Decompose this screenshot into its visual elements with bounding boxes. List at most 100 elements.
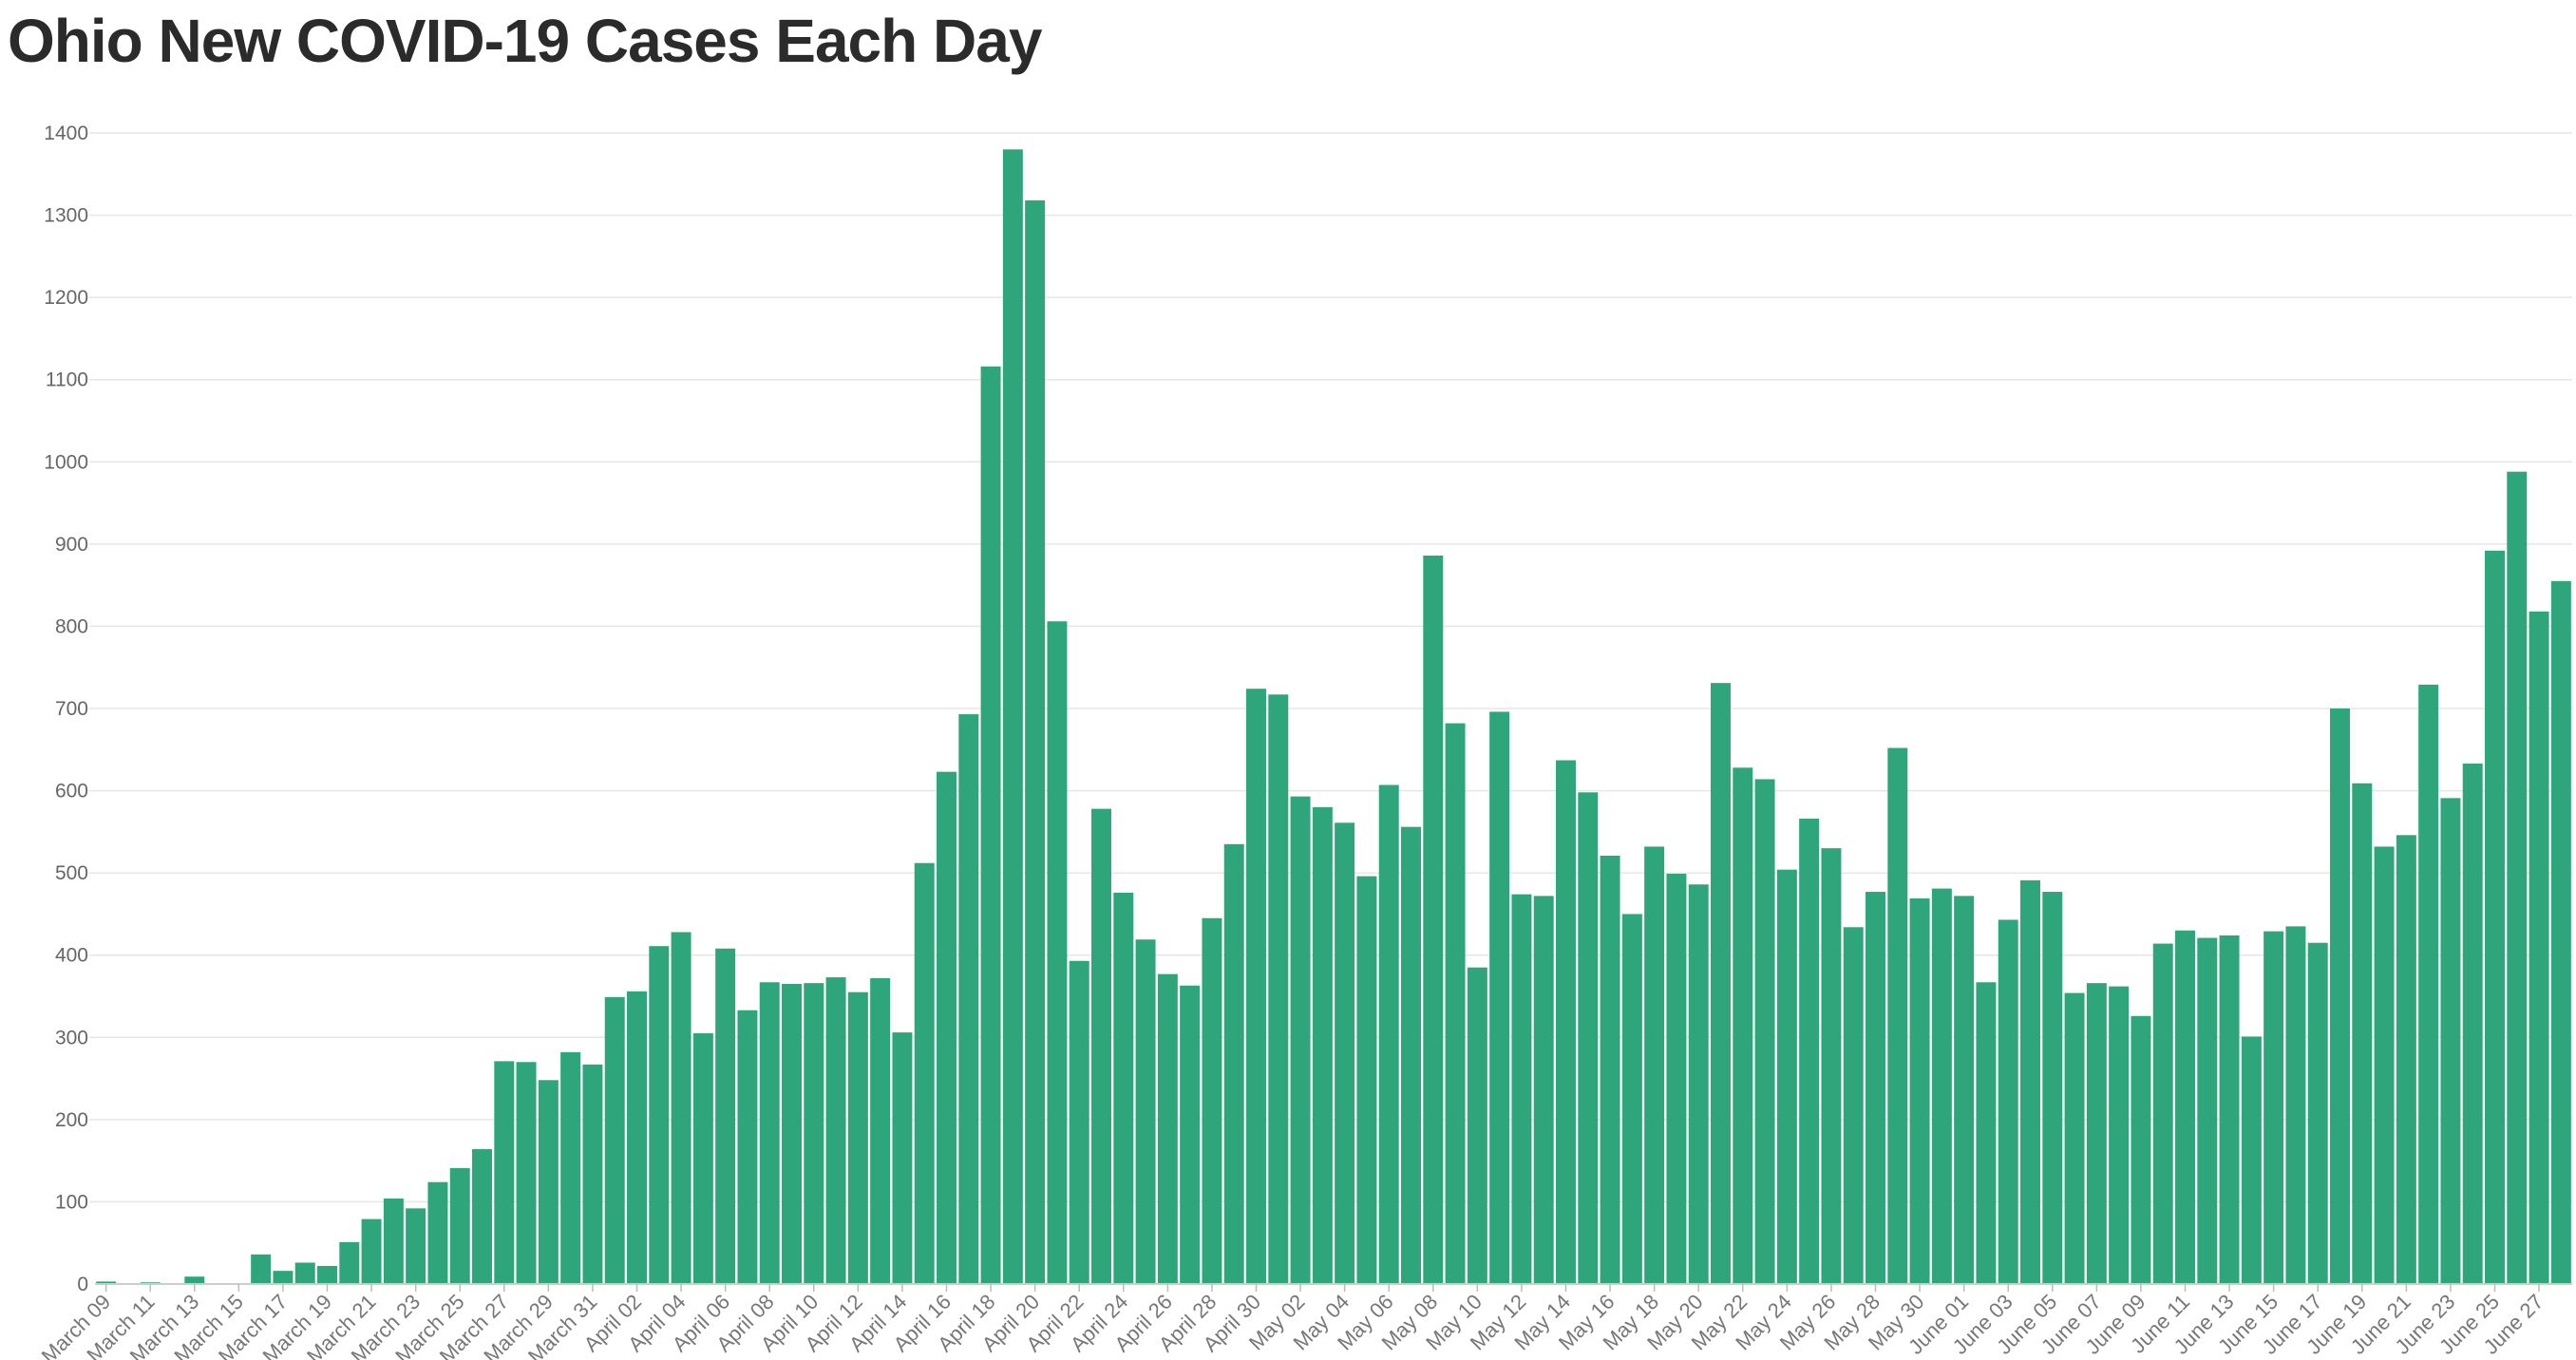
y-tick-label: 600: [55, 781, 88, 803]
bar: [870, 977, 891, 1284]
bar: [1666, 874, 1687, 1284]
bar: [759, 982, 780, 1284]
bar: [2330, 708, 2350, 1284]
bar: [1002, 149, 1023, 1284]
bars: [96, 149, 2571, 1285]
bar: [2550, 580, 2571, 1284]
bar: [958, 714, 979, 1284]
bar: [538, 1080, 559, 1284]
y-tick-label: 0: [77, 1274, 88, 1295]
bar: [604, 996, 625, 1284]
bar: [2109, 986, 2130, 1284]
bar: [1887, 747, 1908, 1284]
bar: [1489, 711, 1510, 1284]
bar: [2285, 926, 2306, 1284]
bar: [980, 366, 1001, 1284]
bar: [361, 1218, 382, 1284]
bar: [1644, 846, 1665, 1284]
bar: [2020, 879, 2040, 1284]
bar: [1202, 917, 1222, 1284]
bar: [251, 1254, 272, 1284]
y-tick-label: 300: [55, 1027, 88, 1048]
bar: [1135, 939, 1156, 1284]
bar: [2241, 1036, 2262, 1284]
bar: [1290, 796, 1311, 1284]
bar: [383, 1198, 404, 1284]
bar: [1268, 694, 1289, 1284]
bar: [1931, 888, 1952, 1284]
bar: [937, 771, 957, 1284]
bar: [1401, 826, 1421, 1284]
bar: [1754, 779, 1775, 1284]
y-tick-label: 400: [55, 945, 88, 967]
bar: [2462, 764, 2483, 1284]
bar: [96, 1281, 117, 1284]
bar: [2197, 937, 2218, 1284]
y-tick-label: 900: [55, 534, 88, 556]
y-tick-label: 1000: [44, 451, 88, 473]
bar: [1866, 892, 1885, 1284]
bar: [671, 932, 691, 1284]
bar: [649, 946, 670, 1284]
bar: [1047, 621, 1068, 1284]
y-tick-label: 800: [55, 615, 88, 637]
bar: [1909, 897, 1930, 1284]
bar: [1821, 848, 1842, 1284]
bar: [1180, 985, 1201, 1284]
bar: [1157, 973, 1178, 1284]
bar: [892, 1032, 913, 1284]
bar: [2042, 892, 2063, 1284]
bar: [2418, 684, 2439, 1284]
bar: [1998, 919, 2018, 1284]
bar: [2086, 983, 2107, 1284]
bar: [2175, 930, 2195, 1284]
bar: [294, 1262, 315, 1284]
bar: [494, 1061, 515, 1284]
bar: [1511, 894, 1532, 1284]
bar: [1600, 855, 1620, 1284]
bar: [1843, 927, 1864, 1284]
bar: [1533, 896, 1554, 1284]
bar: [317, 1265, 337, 1284]
bar: [582, 1064, 603, 1284]
bar: [825, 977, 846, 1284]
bar: [715, 948, 736, 1284]
y-tick-label: 500: [55, 862, 88, 884]
y-tick-label: 700: [55, 698, 88, 720]
y-tick-label: 1200: [44, 287, 88, 309]
bar: [1025, 199, 1046, 1285]
bar: [1556, 760, 1576, 1284]
bar: [1069, 960, 1089, 1284]
bar: [516, 1062, 537, 1284]
y-tick-label: 100: [55, 1191, 88, 1213]
bar: [1776, 869, 1797, 1284]
bar: [1467, 967, 1487, 1284]
y-tick-label: 1300: [44, 205, 88, 227]
bar: [737, 1010, 758, 1284]
y-tick-label: 1100: [46, 369, 88, 391]
bar: [2440, 798, 2461, 1284]
bar: [1113, 892, 1134, 1284]
bar: [1246, 689, 1266, 1284]
bar: [472, 1149, 492, 1284]
bar: [184, 1276, 205, 1284]
y-axis-tick-labels: 0 100 200 300 400 500 600 700 800 900 1000 1100 1200…: [44, 123, 88, 1295]
bar: [627, 991, 647, 1284]
bar: [1423, 555, 1444, 1284]
bar: [2219, 935, 2240, 1284]
bar: [1356, 876, 1377, 1284]
bar: [1954, 896, 1975, 1284]
bar: [273, 1271, 294, 1284]
bar: [1091, 808, 1111, 1284]
bar: [1578, 792, 1599, 1284]
bar: [1312, 806, 1333, 1284]
y-tick-label: 1400: [44, 123, 88, 144]
bar: [1445, 723, 1466, 1284]
bar: [2131, 1015, 2151, 1284]
bar: [914, 862, 935, 1284]
bar: [1223, 843, 1244, 1284]
bar: [1711, 683, 1731, 1284]
bar: [1378, 784, 1399, 1284]
